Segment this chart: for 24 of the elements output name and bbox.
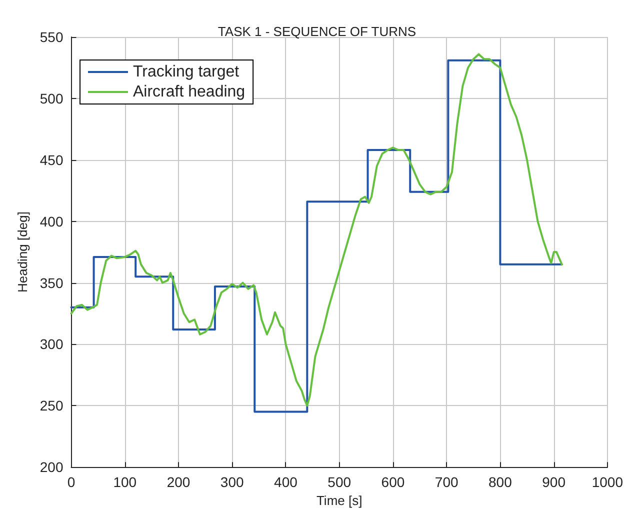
x-tick-label: 600 xyxy=(381,474,405,490)
x-tick-label: 300 xyxy=(220,474,244,490)
y-tick-label: 400 xyxy=(40,213,64,230)
y-tick-label: 500 xyxy=(40,90,64,106)
y-axis-title: Heading [deg] xyxy=(15,212,30,293)
y-tick-label: 450 xyxy=(40,152,64,168)
x-tick-label: 800 xyxy=(488,474,512,490)
x-tick-label: 0 xyxy=(67,474,76,490)
x-tick-label: 100 xyxy=(113,474,137,490)
x-tick-label: 1000 xyxy=(592,474,624,490)
y-tick-label: 550 xyxy=(40,29,64,45)
chart-title: TASK 1 - SEQUENCE OF TURNS xyxy=(218,24,416,39)
legend-label: Tracking target xyxy=(133,64,240,80)
legend-label: Aircraft heading xyxy=(133,84,246,100)
x-tick-label: 700 xyxy=(434,474,458,490)
y-tick-label: 250 xyxy=(40,398,64,414)
y-tick-label: 350 xyxy=(40,274,64,291)
y-tick-label: 300 xyxy=(40,336,64,352)
y-tick-label: 200 xyxy=(40,459,64,476)
x-tick-label: 400 xyxy=(274,474,298,490)
x-tick-label: 500 xyxy=(328,474,352,490)
x-tick-label: 200 xyxy=(166,474,190,490)
x-axis-title: Time [s] xyxy=(316,493,362,508)
x-tick-label: 900 xyxy=(542,474,566,490)
